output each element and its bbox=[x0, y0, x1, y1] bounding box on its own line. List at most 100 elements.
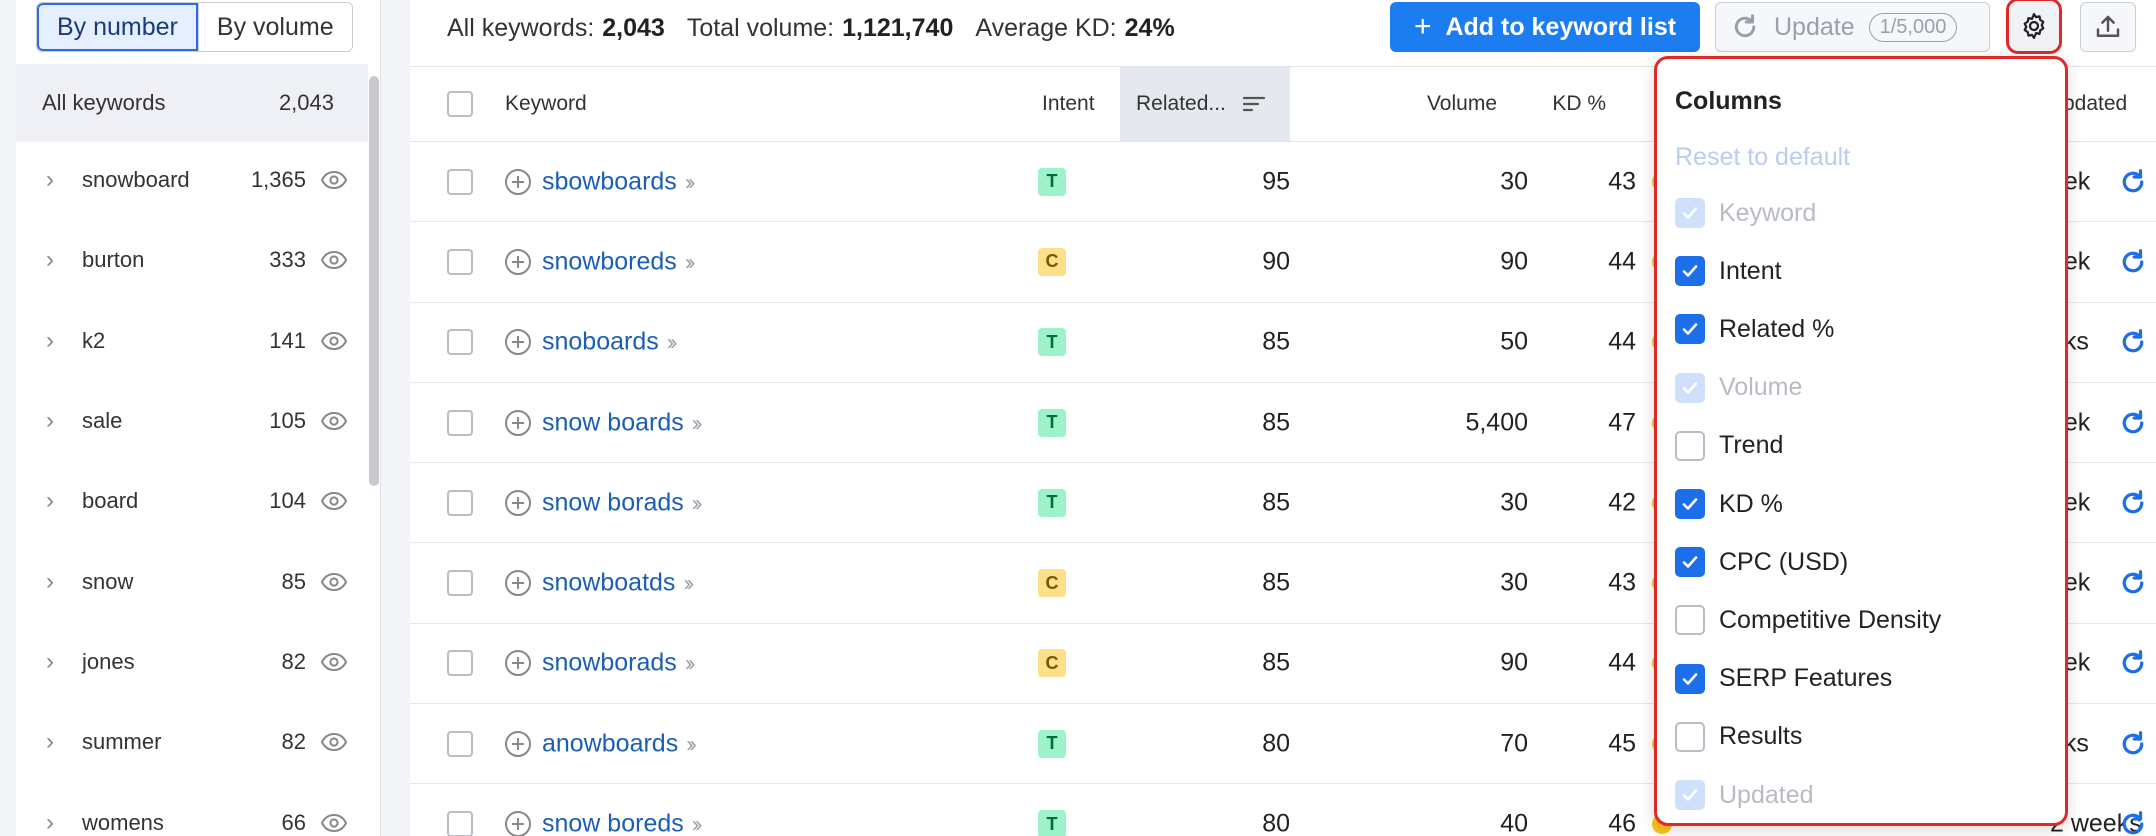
eye-icon[interactable] bbox=[320, 732, 348, 752]
group-row[interactable]: › jones 82 bbox=[16, 622, 368, 702]
column-option-serp-features[interactable]: SERP Features bbox=[1675, 659, 1892, 699]
select-all-checkbox[interactable] bbox=[447, 91, 473, 117]
column-option-competitive-density[interactable]: Competitive Density bbox=[1675, 600, 1941, 640]
refresh-icon[interactable] bbox=[2118, 247, 2148, 277]
group-row[interactable]: › burton 333 bbox=[16, 220, 368, 300]
keyword-link[interactable]: snoboards ›› bbox=[542, 328, 677, 357]
all-keywords-group[interactable]: All keywords 2,043 bbox=[16, 64, 368, 142]
refresh-icon[interactable] bbox=[2118, 809, 2148, 836]
keyword-column-header[interactable]: Keyword bbox=[505, 92, 587, 115]
refresh-icon bbox=[1734, 14, 1756, 38]
group-count: 104 bbox=[269, 488, 306, 514]
keyword-link[interactable]: sbowboards ›› bbox=[542, 167, 695, 196]
group-row[interactable]: › womens 66 bbox=[16, 782, 368, 836]
add-circle-icon[interactable] bbox=[504, 649, 532, 677]
row-checkbox[interactable] bbox=[447, 329, 473, 356]
volume-column-header[interactable]: Volume bbox=[1426, 92, 1497, 115]
refresh-icon[interactable] bbox=[2118, 729, 2148, 759]
row-checkbox[interactable] bbox=[447, 168, 473, 195]
add-to-keyword-list-button[interactable]: + Add to keyword list bbox=[1390, 2, 1700, 52]
eye-icon[interactable] bbox=[320, 250, 348, 270]
refresh-icon[interactable] bbox=[2118, 167, 2148, 197]
double-chevron-icon: ›› bbox=[684, 169, 695, 195]
by-number-toggle[interactable]: By number bbox=[37, 3, 198, 51]
eye-icon[interactable] bbox=[320, 572, 348, 592]
column-checkbox[interactable] bbox=[1675, 605, 1705, 636]
chevron-right-icon[interactable]: › bbox=[46, 808, 54, 836]
keyword-link[interactable]: snowboreds ›› bbox=[542, 247, 695, 276]
add-circle-icon[interactable] bbox=[504, 168, 532, 196]
chevron-right-icon[interactable]: › bbox=[46, 407, 54, 435]
chevron-right-icon[interactable]: › bbox=[46, 728, 54, 756]
add-circle-icon[interactable] bbox=[504, 489, 532, 517]
updated-column-header[interactable]: pdated bbox=[2063, 92, 2128, 115]
row-checkbox[interactable] bbox=[447, 650, 473, 677]
refresh-icon[interactable] bbox=[2118, 327, 2148, 357]
column-option-results[interactable]: Results bbox=[1675, 717, 1802, 757]
by-volume-toggle[interactable]: By volume bbox=[197, 3, 352, 51]
eye-icon[interactable] bbox=[320, 170, 348, 190]
chevron-right-icon[interactable]: › bbox=[46, 647, 54, 675]
column-checkbox[interactable] bbox=[1675, 256, 1705, 287]
refresh-icon[interactable] bbox=[2118, 488, 2148, 518]
kd-column-header[interactable]: KD % bbox=[1552, 92, 1606, 115]
add-circle-icon[interactable] bbox=[504, 730, 532, 758]
column-checkbox[interactable] bbox=[1675, 547, 1705, 578]
chevron-right-icon[interactable]: › bbox=[46, 487, 54, 515]
keyword-link[interactable]: snow boards ›› bbox=[542, 408, 702, 437]
group-row[interactable]: › sale 105 bbox=[16, 381, 368, 461]
reset-to-default-link[interactable]: Reset to default bbox=[1675, 143, 1851, 171]
chevron-right-icon[interactable]: › bbox=[46, 246, 54, 274]
group-row[interactable]: › snow 85 bbox=[16, 541, 368, 621]
column-option-related[interactable]: Related % bbox=[1675, 309, 1834, 349]
eye-icon[interactable] bbox=[320, 813, 348, 833]
add-circle-icon[interactable] bbox=[504, 409, 532, 437]
keyword-link[interactable]: snow boreds ›› bbox=[542, 810, 702, 836]
eye-icon[interactable] bbox=[320, 491, 348, 511]
chevron-right-icon[interactable]: › bbox=[46, 166, 54, 194]
add-circle-icon[interactable] bbox=[504, 810, 532, 836]
refresh-icon[interactable] bbox=[2118, 568, 2148, 598]
chevron-right-icon[interactable]: › bbox=[46, 326, 54, 354]
eye-icon[interactable] bbox=[320, 652, 348, 672]
row-checkbox[interactable] bbox=[447, 248, 473, 275]
row-checkbox[interactable] bbox=[447, 409, 473, 436]
column-checkbox[interactable] bbox=[1675, 314, 1705, 345]
chevron-right-icon[interactable]: › bbox=[46, 567, 54, 595]
update-button[interactable]: Update 1/5,000 bbox=[1715, 2, 1990, 52]
keyword-link[interactable]: snow borads ›› bbox=[542, 488, 702, 517]
keyword-link[interactable]: snowborads ›› bbox=[542, 649, 695, 678]
add-circle-icon[interactable] bbox=[504, 328, 532, 356]
row-checkbox[interactable] bbox=[447, 811, 473, 836]
column-option-trend[interactable]: Trend bbox=[1675, 426, 1783, 466]
keyword-link[interactable]: snowboatds ›› bbox=[542, 569, 694, 598]
column-option-cpc-usd[interactable]: CPC (USD) bbox=[1675, 542, 1848, 582]
add-circle-icon[interactable] bbox=[504, 248, 532, 276]
refresh-icon[interactable] bbox=[2118, 648, 2148, 678]
column-checkbox[interactable] bbox=[1675, 430, 1705, 461]
row-checkbox[interactable] bbox=[447, 570, 473, 597]
group-row[interactable]: › summer 82 bbox=[16, 702, 368, 782]
row-checkbox[interactable] bbox=[447, 489, 473, 516]
intent-column-header[interactable]: Intent bbox=[1042, 92, 1095, 115]
refresh-icon[interactable] bbox=[2118, 408, 2148, 438]
row-checkbox[interactable] bbox=[447, 730, 473, 757]
export-button[interactable] bbox=[2080, 2, 2136, 52]
double-chevron-icon: ›› bbox=[666, 329, 677, 355]
eye-icon[interactable] bbox=[320, 411, 348, 431]
keyword-link[interactable]: anowboards ›› bbox=[542, 729, 697, 758]
groups-scrollbar[interactable] bbox=[369, 76, 379, 486]
group-count: 82 bbox=[281, 729, 306, 755]
column-checkbox[interactable] bbox=[1675, 489, 1705, 519]
column-checkbox[interactable] bbox=[1675, 663, 1705, 694]
column-option-intent[interactable]: Intent bbox=[1675, 251, 1782, 291]
column-option-kd[interactable]: KD % bbox=[1675, 484, 1783, 524]
column-settings-button[interactable] bbox=[2006, 0, 2062, 54]
add-circle-icon[interactable] bbox=[504, 569, 532, 597]
eye-icon[interactable] bbox=[320, 331, 348, 351]
related-column-header[interactable]: Related... bbox=[1120, 67, 1290, 141]
group-row[interactable]: › board 104 bbox=[16, 461, 368, 541]
group-row[interactable]: › k2 141 bbox=[16, 301, 368, 381]
column-checkbox[interactable] bbox=[1675, 721, 1705, 752]
group-row[interactable]: › snowboard 1,365 bbox=[16, 140, 368, 220]
